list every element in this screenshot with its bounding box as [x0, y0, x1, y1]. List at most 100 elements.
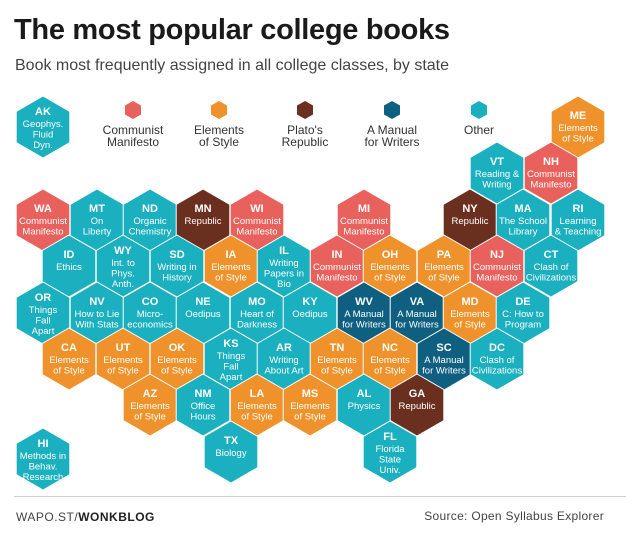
- state-abbr: MN: [194, 203, 211, 215]
- state-abbr: VT: [490, 156, 504, 168]
- state-abbr: UT: [116, 342, 131, 354]
- state-book: Oedipus: [185, 309, 221, 320]
- state-book: Heart of Darkness: [237, 309, 277, 331]
- state-book: A Manual for Writers: [342, 309, 386, 331]
- state-book: Republic: [452, 216, 489, 227]
- state-abbr: NE: [195, 296, 210, 308]
- legend-label: Plato's Republic: [281, 123, 329, 149]
- state-book: Republic: [399, 401, 436, 412]
- state-abbr: OK: [169, 342, 186, 354]
- state-abbr: TX: [224, 435, 239, 447]
- state-book: Writing About Art: [264, 355, 303, 377]
- state-abbr: AR: [276, 342, 292, 354]
- state-abbr: GA: [409, 388, 426, 400]
- state-abbr: AK: [35, 106, 51, 118]
- state-abbr: LA: [250, 388, 265, 400]
- chart-title: The most popular college books: [14, 14, 450, 46]
- state-abbr: KY: [302, 296, 318, 308]
- state-abbr: IN: [332, 249, 343, 261]
- state-book: Republic: [185, 216, 222, 227]
- state-hex: [523, 234, 579, 298]
- state-abbr: WA: [34, 203, 52, 215]
- state-abbr: WY: [114, 245, 132, 257]
- state-abbr: MS: [302, 388, 319, 400]
- state-abbr: HI: [38, 438, 49, 450]
- legend-swatch-plato: [297, 101, 313, 119]
- state-book: Office Hours: [190, 401, 216, 423]
- legend-swatch-manual: [384, 101, 400, 119]
- state-book: Biology: [215, 448, 246, 459]
- legend-label: A Manual for Writers: [364, 123, 420, 149]
- state-hex: [523, 141, 579, 205]
- state-book: A Manual for Writers: [422, 355, 466, 377]
- state-abbr: DC: [489, 342, 505, 354]
- state-book: Clash of Civilizations: [472, 355, 522, 377]
- state-abbr: RI: [573, 203, 584, 215]
- state-book: Elements of Style: [558, 123, 598, 145]
- state-book: Florida State Univ.: [375, 444, 405, 476]
- legend-item-communist: Communist Manifesto: [88, 100, 178, 148]
- state-abbr: WI: [250, 203, 263, 215]
- state-abbr: PA: [437, 249, 452, 261]
- source-credit: Source: Open Syllabus Explorer: [424, 509, 604, 523]
- state-abbr: CO: [142, 296, 159, 308]
- legend-swatch-other: [471, 101, 487, 119]
- state-abbr: FL: [383, 431, 397, 443]
- state-abbr: AL: [357, 388, 372, 400]
- state-abbr: NC: [382, 342, 398, 354]
- state-abbr: VA: [410, 296, 425, 308]
- legend-item-manual: A Manual for Writers: [347, 100, 437, 148]
- state-book: Communist Manifesto: [473, 262, 521, 284]
- legend: Communist Manifesto Elements of Style Pl…: [0, 100, 640, 150]
- legend-swatch-elements: [211, 101, 227, 119]
- state-abbr: NJ: [490, 249, 504, 261]
- state-book: Communist Manifesto: [527, 169, 575, 191]
- state-abbr: NV: [89, 296, 105, 308]
- state-abbr: NY: [462, 203, 478, 215]
- state-book: How to Lie With Stats: [75, 309, 120, 331]
- source-prefix: WAPO.ST/: [16, 510, 79, 524]
- state-abbr: MT: [89, 203, 105, 215]
- legend-label: Communist Manifesto: [102, 123, 164, 149]
- state-abbr: IA: [226, 249, 237, 261]
- state-book: Int. to Phys. Anth.: [111, 258, 135, 290]
- state-abbr: CA: [61, 342, 77, 354]
- state-book: Elements of Style: [370, 262, 410, 284]
- legend-item-plato: Plato's Republic: [260, 100, 350, 148]
- state-book: Elements of Style: [450, 309, 490, 331]
- state-hex: [469, 327, 525, 391]
- state-book: Oedipus: [292, 309, 328, 320]
- state-hex: [15, 427, 71, 491]
- state-abbr: TN: [330, 342, 345, 354]
- state-abbr: DE: [515, 296, 530, 308]
- state-abbr: NM: [194, 388, 211, 400]
- state-book: On Liberty: [83, 216, 112, 238]
- state-book: Elements of Style: [317, 355, 357, 377]
- state-book: Communist Manifesto: [233, 216, 281, 238]
- state-book: Communist Manifesto: [19, 216, 67, 238]
- state-book: Geophys. Fluid Dyn.: [23, 119, 64, 151]
- state-book: Elements of Style: [370, 355, 410, 377]
- legend-item-other: Other: [434, 100, 524, 136]
- state-book: Elements of Style: [103, 355, 143, 377]
- state-book: The School Library: [499, 216, 547, 238]
- legend-swatch-communist: [125, 101, 141, 119]
